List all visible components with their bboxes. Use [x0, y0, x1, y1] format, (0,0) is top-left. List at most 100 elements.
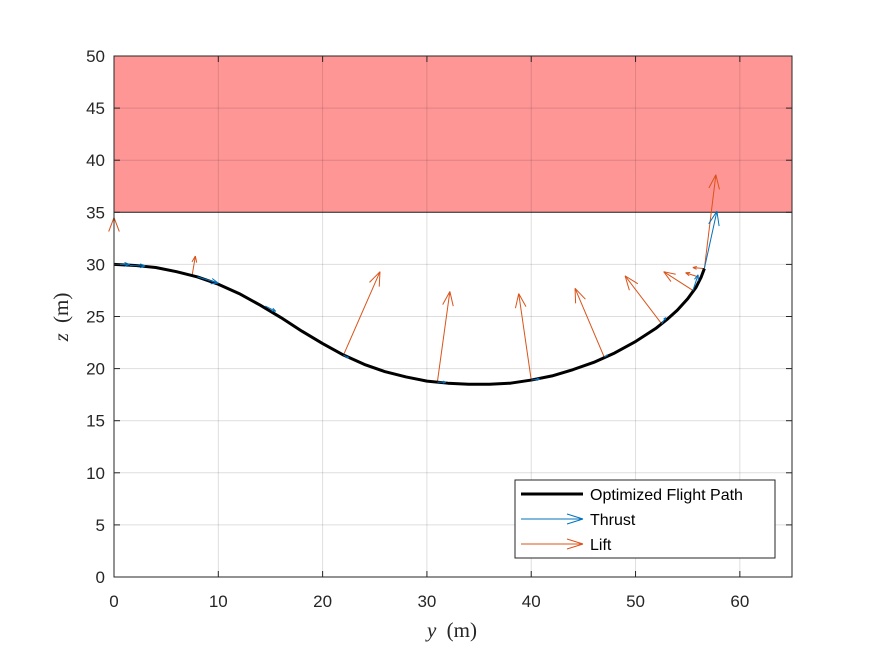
- lift-arrow-head: [663, 271, 672, 282]
- lift-arrow-head: [692, 267, 697, 270]
- x-axis-label: y (m): [425, 618, 477, 642]
- x-tick-label: 60: [730, 592, 749, 611]
- thrust-arrow: [343, 354, 350, 359]
- thrust-arrow-head: [663, 317, 667, 320]
- lift-arrow-shaft: [343, 271, 381, 356]
- axes-layer: [113, 55, 793, 578]
- lift-arrow: [663, 271, 694, 291]
- lift-arrow-head: [624, 275, 630, 291]
- thrust-arrow-head: [139, 265, 146, 269]
- lift-arrow: [624, 275, 663, 325]
- thrust-arrow-head: [708, 210, 718, 225]
- forbidden-region: [114, 56, 792, 213]
- lift-arrow-head: [715, 174, 720, 190]
- legend-swatch-lift: [521, 538, 584, 550]
- legend-label-thrust: Thrust: [590, 512, 636, 529]
- lift-arrow-head: [194, 255, 198, 263]
- lift-arrow-head: [369, 271, 381, 283]
- thrust-arrow-head: [346, 356, 350, 359]
- y-tick-label: 0: [96, 568, 105, 587]
- thrust-arrow: [703, 210, 720, 269]
- y-tick-label: 5: [96, 516, 105, 535]
- lift-arrow: [514, 293, 532, 381]
- thrust-arrow-head: [442, 380, 446, 383]
- lift-arrow-shaft: [436, 291, 451, 383]
- lift-arrow-shaft: [624, 275, 663, 325]
- lift-arrow-shaft: [685, 272, 699, 278]
- lift-arrow-head: [685, 272, 690, 277]
- thrust-arrow: [661, 317, 667, 325]
- x-tick-label: 10: [209, 592, 228, 611]
- y-tick-label: 25: [86, 308, 105, 327]
- lift-arrow: [191, 255, 198, 275]
- lift-arrow-head: [514, 293, 520, 309]
- lift-arrow-head: [663, 271, 676, 275]
- lift-arrow-head: [624, 275, 639, 285]
- thrust-arrow-head: [536, 377, 540, 380]
- lift-arrow: [343, 271, 381, 356]
- lift-arrow: [436, 291, 454, 383]
- x-tick-label: 40: [522, 592, 541, 611]
- thrust-arrow-head: [210, 282, 219, 285]
- thrust-arrow: [437, 380, 446, 384]
- thrust-arrow: [603, 354, 608, 358]
- legend: Optimized Flight Path Thrust Lift: [514, 479, 776, 559]
- y-tick-label: 20: [86, 360, 105, 379]
- y-axis-label: z (m): [49, 293, 73, 343]
- thrust-arrow-head: [694, 274, 699, 280]
- thrust-arrow-head: [716, 211, 720, 227]
- y-axis-unit: (m): [49, 293, 73, 323]
- x-tick-label: 20: [313, 592, 332, 611]
- legend-label-path: Optimized Flight Path: [590, 487, 743, 504]
- thrust-arrow-head: [140, 263, 146, 267]
- lift-arrow-head: [442, 291, 451, 305]
- legend-label-lift: Lift: [590, 537, 612, 554]
- legend-swatch-thrust: [521, 513, 584, 525]
- y-tick-label: 40: [86, 151, 105, 170]
- lift-arrow-shaft: [191, 255, 196, 275]
- thrust-arrow-shaft: [265, 305, 276, 312]
- lift-arrow-head: [191, 255, 196, 263]
- y-tick-label: 10: [86, 464, 105, 483]
- lift-arrow-head: [574, 288, 586, 300]
- x-tick-label: 30: [417, 592, 436, 611]
- y-tick-label: 45: [86, 99, 105, 118]
- y-tick-label: 35: [86, 203, 105, 222]
- thrust-arrow-head: [124, 261, 130, 265]
- lift-arrow-head: [108, 217, 115, 232]
- thrust-arrow-shaft: [692, 274, 699, 291]
- thrust-arrow: [129, 263, 146, 269]
- thrust-arrow: [531, 377, 540, 381]
- y-tick-label: 50: [86, 47, 105, 66]
- lift-arrow-shaft: [574, 288, 605, 358]
- x-axis-variable: y: [425, 618, 437, 642]
- y-tick-label: 30: [86, 255, 105, 274]
- thrust-arrow-head: [211, 278, 219, 284]
- lift-arrow-shaft: [692, 267, 705, 270]
- lift-arrow-head: [708, 174, 717, 189]
- lift-arrow: [685, 272, 699, 278]
- thrust-arrow-shaft: [197, 276, 219, 284]
- thrust-arrow: [265, 305, 277, 312]
- thrust-arrow-shaft: [129, 264, 146, 267]
- x-tick-label: 0: [109, 592, 118, 611]
- lift-arrow-head: [518, 293, 527, 307]
- lift-arrow: [574, 288, 605, 358]
- lift-arrow-head: [113, 217, 120, 232]
- x-tick-label: 50: [626, 592, 645, 611]
- thrust-arrow-head: [124, 263, 130, 267]
- lift-arrow-shaft: [518, 293, 532, 381]
- lift-arrow-head: [449, 291, 454, 307]
- lift-arrow-shaft: [663, 271, 694, 291]
- lift-arrow-head: [378, 271, 381, 287]
- thrust-arrow: [197, 276, 219, 285]
- thrust-arrow-head: [272, 307, 277, 312]
- thrust-arrow-shaft: [703, 211, 718, 269]
- flight-path-line: [113, 262, 706, 386]
- thrust-arrow: [692, 274, 699, 291]
- tick-labels-layer: 0 10 20 30 40 50 60 0 5 10 15 20 25 30 35 40 45 50: [86, 47, 749, 611]
- lift-arrow: [692, 265, 705, 270]
- y-axis-variable: z: [49, 333, 73, 342]
- lift-arrow-head: [574, 288, 577, 304]
